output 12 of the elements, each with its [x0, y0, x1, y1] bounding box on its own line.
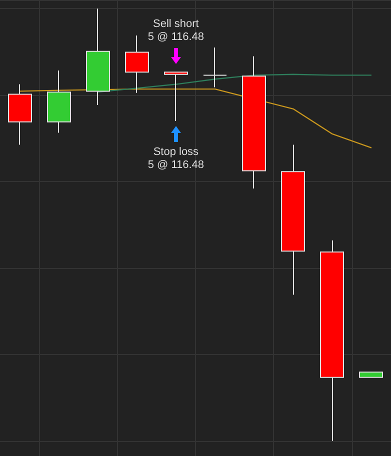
candlestick [86, 8, 110, 106]
candlestick [203, 47, 227, 88]
candlestick [164, 72, 188, 122]
candlestick [8, 84, 32, 146]
candlestick [125, 34, 149, 94]
candlestick [320, 240, 344, 442]
candlestick [47, 70, 71, 134]
candlestick [359, 372, 383, 378]
candlestick [281, 144, 305, 296]
candlestick [242, 56, 266, 189]
annotation: Sell short 5 @ 116.48 [146, 18, 206, 44]
annotation: Stop loss 5 @ 116.48 [146, 146, 206, 172]
